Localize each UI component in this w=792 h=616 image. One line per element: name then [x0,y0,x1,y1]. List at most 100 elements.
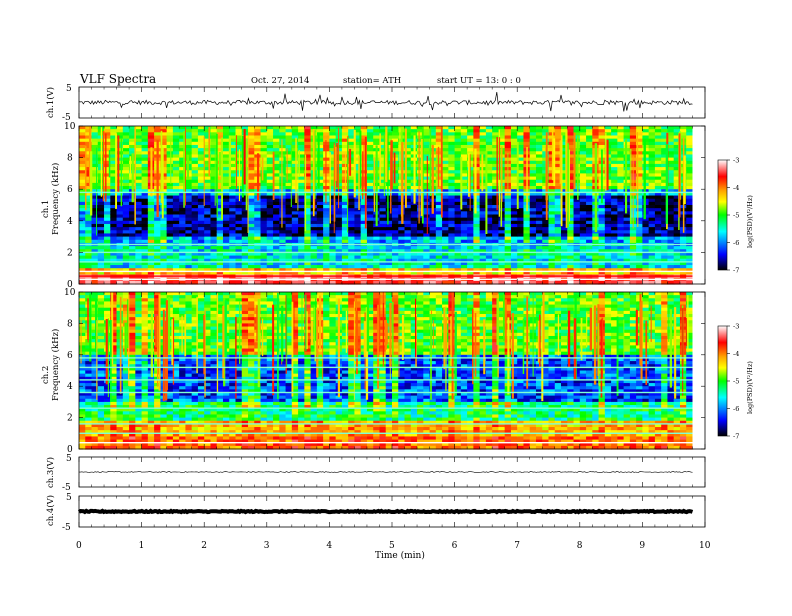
spec-cell [360,246,368,250]
spec-cell [341,141,349,146]
spec-cell [329,258,337,263]
spec-cell [385,271,393,276]
spec-cell [104,189,111,193]
spec-cell [323,255,330,260]
spec-cell [535,258,543,263]
spec-cell [542,129,550,133]
spec-cell [435,230,443,235]
spec-cell [122,214,130,219]
spec-cell [673,258,681,263]
spec-cell [166,163,174,168]
spec-cell [686,230,694,235]
spec-cell [648,211,656,216]
spec-cell [122,220,130,225]
spec-cell [504,265,512,269]
spec-cell [348,261,356,266]
spec-cell [316,220,324,225]
spec-cell [392,170,399,174]
spec-cell [160,154,168,159]
spec-cell [97,261,105,266]
spec-cell [179,154,187,159]
spec-cell [323,138,330,143]
spec-cell [573,201,581,206]
spec-cell [279,280,287,285]
spec-cell [210,223,218,228]
spec-cell [266,220,274,225]
spec-cell [329,208,337,212]
spec-cell [335,217,343,222]
spec-cell [291,233,299,238]
spec-cell [392,280,399,285]
spec-cell [548,214,556,219]
spec-cell [686,173,694,178]
spec-cell [147,126,155,130]
spec-cell [248,126,255,130]
spec-cell [85,261,93,266]
spec-cell [573,135,581,140]
spec-cell [554,208,562,212]
spec-cell [360,217,368,222]
spec-cell [248,271,255,276]
spec-cell [147,227,155,231]
spec-cell [273,186,280,190]
spec-cell [417,205,424,209]
spec-cell [210,170,218,174]
spec-cell [366,252,374,257]
spec-cell [135,233,143,238]
spec-cell [160,163,168,168]
spec-cell [329,151,337,156]
spec-cell [667,195,675,200]
spec-cell [179,167,187,171]
spec-cell [104,154,111,159]
spec-cell [473,186,481,190]
spec-cell [579,249,587,253]
spec-cell [542,223,550,228]
spec-cell [129,233,136,238]
spec-cell [141,211,149,216]
spec-cell [686,129,694,133]
spec-cell [667,198,675,203]
spec-cell [248,220,255,225]
spec-cell [442,201,449,206]
spec-cell [617,189,625,193]
spec-cell [172,236,180,241]
spec-cell [79,249,86,253]
spec-cell [604,192,612,197]
spec-cell [667,227,675,231]
spec-cell [686,192,694,197]
spec-cell [298,182,305,187]
spec-cell [561,236,568,241]
spec-cell [316,230,324,235]
spec-cell [611,170,618,174]
spec-cell [623,280,631,285]
spec-cell [561,211,568,216]
spec-cell [642,261,650,266]
spec-cell [241,268,249,272]
spec-cell [586,179,593,184]
spec-cell [567,268,575,272]
spec-cell [392,163,399,168]
spec-cell [661,163,669,168]
spec-cell [561,280,568,285]
spec-cell [185,195,193,200]
spec-cell [479,268,487,272]
spec-cell [241,233,249,238]
spec-cell [298,239,305,244]
spec-cell [586,201,593,206]
spec-cell [191,236,199,241]
spec-cell [91,265,99,269]
spec-cell [160,148,168,152]
spec-cell [661,173,669,178]
spec-cell [166,236,174,241]
spec-cell [410,223,418,228]
spec-cell [629,129,637,133]
spec-cell [172,148,180,152]
spec-cell [147,217,155,222]
spec-cell [504,258,512,263]
spec-cell [392,201,399,206]
spec-cell [554,135,562,140]
spec-cell [648,205,656,209]
spec-cell [379,261,387,266]
spec-cell [366,148,374,152]
spec-cell [135,163,143,168]
